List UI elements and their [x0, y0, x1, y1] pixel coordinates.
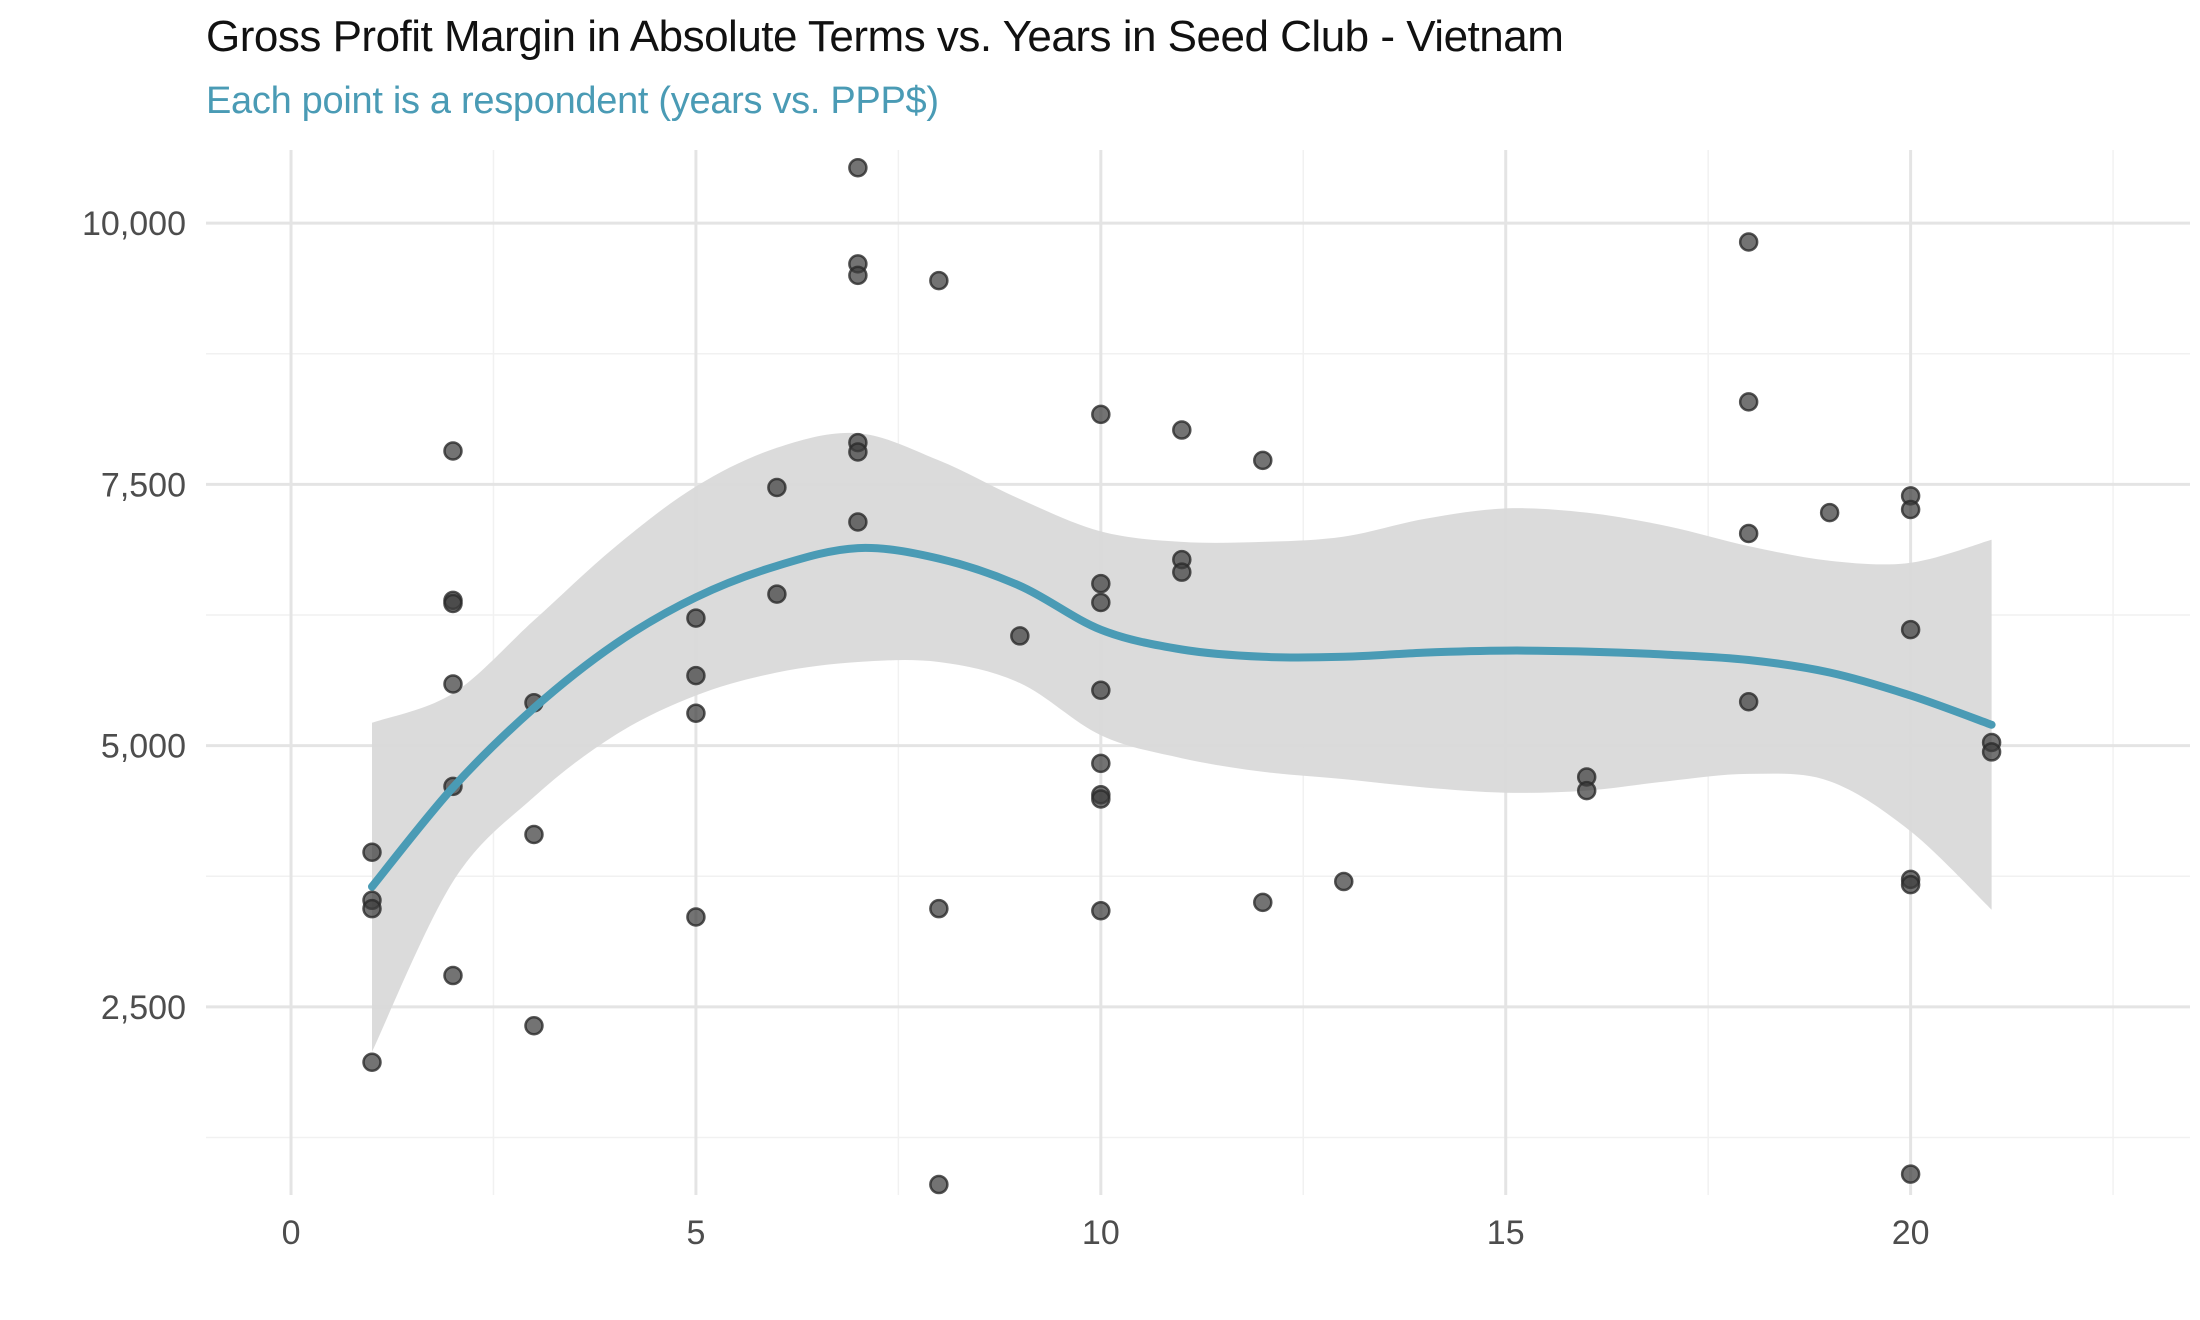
x-tick-label: 20	[1892, 1214, 1930, 1252]
chart-title: Gross Profit Margin in Absolute Terms vs…	[206, 12, 1564, 61]
data-point	[443, 593, 463, 614]
data-point	[686, 665, 706, 686]
data-point	[443, 441, 463, 461]
data-point	[848, 512, 868, 532]
data-point	[1091, 573, 1111, 594]
data-point	[767, 477, 787, 498]
smooth-trend-line	[368, 543, 1996, 891]
data-point	[1900, 619, 1921, 640]
data-point	[1091, 680, 1111, 701]
data-point	[362, 1052, 382, 1073]
data-point	[929, 898, 949, 919]
data-point	[1091, 789, 1111, 809]
x-axis-tick-labels: 0 5 10 15 20	[282, 1214, 1930, 1252]
data-point	[1819, 502, 1840, 523]
data-point	[1738, 232, 1759, 252]
data-point	[1091, 753, 1111, 774]
smooth-line	[368, 543, 1996, 891]
data-point	[1091, 404, 1111, 425]
data-point	[1253, 450, 1273, 471]
y-tick-label: 2,500	[101, 989, 186, 1027]
data-point	[1900, 874, 1921, 895]
x-tick-label: 5	[686, 1214, 705, 1252]
data-point	[929, 1174, 949, 1195]
data-point	[1738, 392, 1759, 412]
y-tick-label: 5,000	[101, 728, 186, 766]
data-point	[1900, 499, 1921, 520]
y-tick-label: 10,000	[82, 205, 186, 243]
data-point	[1738, 523, 1759, 544]
data-point	[929, 270, 949, 291]
data-point	[1091, 592, 1111, 613]
data-point	[848, 158, 868, 178]
data-point	[1334, 871, 1354, 892]
y-tick-label: 7,500	[101, 466, 186, 504]
x-tick-label: 0	[282, 1214, 301, 1252]
data-point	[686, 907, 706, 927]
data-point	[767, 584, 787, 604]
data-point	[1738, 692, 1759, 712]
data-point	[686, 703, 706, 724]
data-point	[686, 608, 706, 628]
data-points	[362, 158, 2002, 1195]
data-point	[443, 965, 463, 986]
data-point	[848, 265, 868, 286]
data-point	[1981, 742, 2002, 762]
data-point	[524, 1015, 544, 1036]
data-point	[1172, 562, 1192, 582]
x-tick-label: 15	[1487, 1214, 1525, 1252]
data-point	[1253, 892, 1273, 913]
data-point	[1091, 901, 1111, 921]
data-point	[1900, 1164, 1921, 1184]
data-point	[1172, 420, 1192, 440]
chart-subtitle: Each point is a respondent (years vs. PP…	[206, 80, 939, 122]
data-point	[362, 842, 382, 862]
data-point	[443, 674, 463, 694]
data-point	[848, 442, 868, 462]
data-point	[362, 898, 382, 919]
data-point	[1576, 780, 1597, 801]
data-point	[524, 824, 544, 845]
data-point	[1010, 626, 1030, 646]
y-axis-tick-labels: 2,500 5,000 7,500 10,000	[82, 205, 186, 1027]
x-tick-label: 10	[1082, 1214, 1120, 1252]
